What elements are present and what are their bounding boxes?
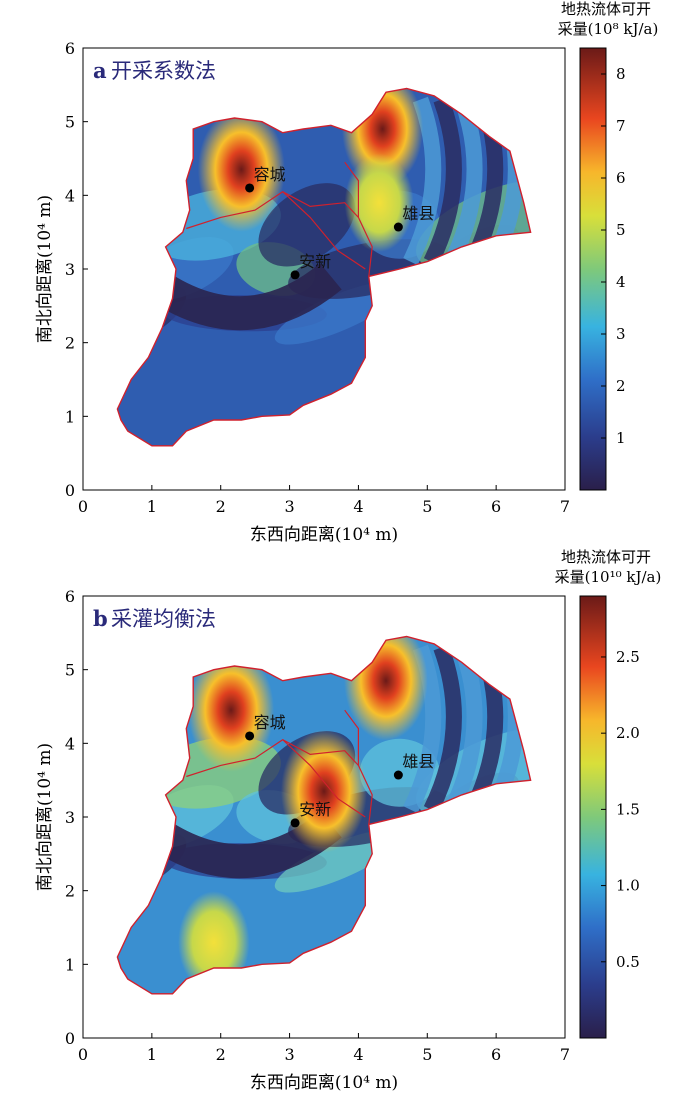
panel-letter: a [93, 58, 107, 83]
y-tick-label: 0 [65, 1029, 75, 1048]
city-marker [245, 183, 255, 193]
hotspot [197, 107, 285, 232]
y-tick-label: 1 [65, 955, 75, 974]
hotspot [344, 153, 414, 252]
city-marker [393, 770, 403, 780]
x-tick-label: 3 [284, 497, 294, 516]
colorbar [579, 47, 607, 491]
y-tick-label: 1 [65, 407, 75, 426]
county-boundary [282, 739, 366, 818]
county-boundary [344, 709, 373, 825]
panel-title: 开采系数法 [111, 59, 216, 83]
y-tick-label: 2 [65, 334, 75, 353]
y-tick-label: 2 [65, 882, 75, 901]
x-tick-label: 1 [147, 497, 157, 516]
x-axis-label: 东西向距离(10⁴ m) [250, 525, 398, 545]
x-tick-label: 1 [147, 1045, 157, 1064]
city-label: 安新 [299, 252, 331, 271]
colorbar [579, 595, 607, 1039]
colorbar-tick-label: 2 [616, 377, 626, 395]
x-tick-label: 7 [560, 497, 570, 516]
y-tick-label: 0 [65, 481, 75, 500]
x-tick-label: 2 [216, 1045, 226, 1064]
colorbar-title-line1: 地热流体可开 [561, 548, 651, 566]
colorbar-tick-label: 4 [616, 273, 626, 291]
x-tick-label: 4 [353, 1045, 363, 1064]
x-tick-label: 2 [216, 497, 226, 516]
field-band [274, 281, 401, 345]
y-tick-label: 5 [65, 661, 75, 680]
colorbar-title-line1: 地热流体可开 [561, 0, 651, 18]
y-axis-label: 南北向距离(10⁴ m) [35, 195, 55, 343]
city-marker [290, 270, 300, 280]
colorbar-tick-label: 2.0 [616, 724, 640, 742]
city-marker [393, 222, 403, 232]
city-label: 容城 [254, 713, 286, 732]
colorbar-tick-label: 8 [616, 65, 626, 83]
hotspot [280, 729, 368, 853]
x-tick-label: 5 [422, 1045, 432, 1064]
x-tick-label: 4 [353, 497, 363, 516]
field-band [274, 829, 401, 893]
field-stripe [423, 96, 462, 266]
city-marker [290, 818, 300, 828]
colorbar-title-line2: 采量(10⁸ kJ/a) [558, 20, 659, 38]
colorbar-tick-label: 5 [616, 221, 626, 239]
city-label: 容城 [254, 165, 286, 184]
y-tick-label: 6 [65, 587, 75, 606]
x-tick-label: 3 [284, 1045, 294, 1064]
x-tick-label: 0 [78, 1045, 88, 1064]
x-tick-label: 5 [422, 497, 432, 516]
county-boundary [344, 161, 373, 277]
region-boundary [116, 635, 532, 995]
colorbar-tick-label: 1.0 [616, 877, 640, 895]
y-axis-label: 南北向距离(10⁴ m) [35, 743, 55, 891]
city-label: 安新 [299, 800, 331, 819]
colorbar-tick-label: 1.5 [616, 800, 640, 818]
panel-letter: b [93, 606, 108, 631]
city-marker [245, 731, 255, 741]
x-tick-label: 7 [560, 1045, 570, 1064]
colorbar-tick-label: 7 [616, 117, 626, 135]
hotspot [187, 648, 275, 772]
y-tick-label: 3 [65, 260, 75, 279]
y-tick-label: 3 [65, 808, 75, 827]
x-tick-label: 6 [491, 1045, 501, 1064]
colorbar-tick-label: 3 [616, 325, 626, 343]
y-tick-label: 4 [65, 186, 75, 205]
colorbar-title-line2: 采量(10¹⁰ kJ/a) [555, 568, 662, 586]
city-label: 雄县 [402, 204, 434, 223]
x-tick-label: 6 [491, 497, 501, 516]
y-tick-label: 6 [65, 39, 75, 58]
x-axis-label: 东西向距离(10⁴ m) [250, 1073, 398, 1093]
colorbar-tick-label: 0.5 [616, 953, 640, 971]
field-stripe [423, 644, 462, 814]
field-stripe [403, 96, 442, 266]
x-tick-label: 0 [78, 497, 88, 516]
y-tick-label: 5 [65, 113, 75, 132]
city-label: 雄县 [402, 752, 434, 771]
colorbar-tick-label: 6 [616, 169, 626, 187]
county-boundary [282, 191, 366, 270]
y-tick-label: 4 [65, 734, 75, 753]
panel-title: 采灌均衡法 [111, 607, 216, 631]
region-boundary [116, 87, 532, 447]
colorbar-tick-label: 2.5 [616, 648, 640, 666]
colorbar-tick-label: 1 [616, 429, 626, 447]
